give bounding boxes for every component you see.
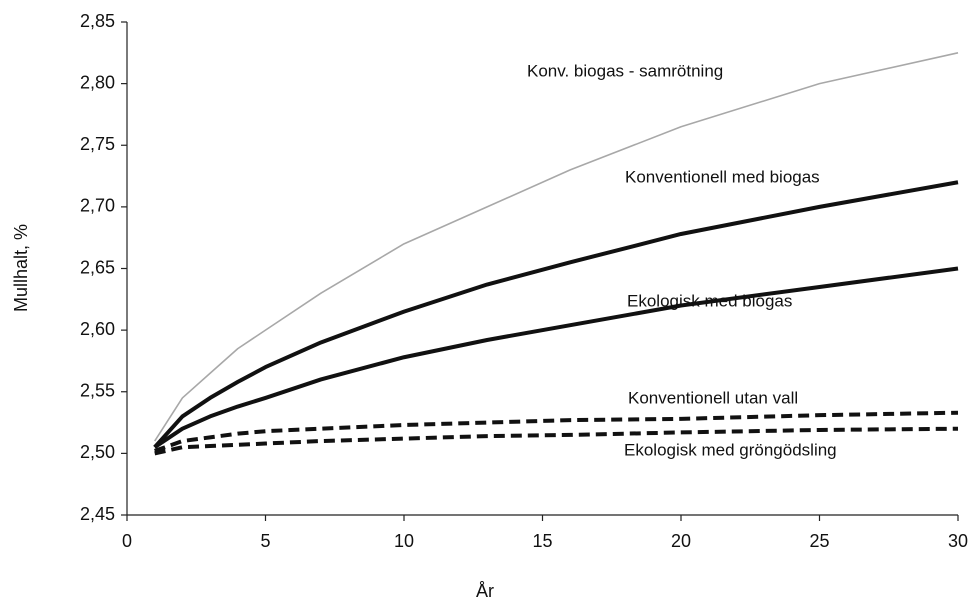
series-label: Konventionell med biogas	[625, 167, 820, 186]
series-label: Konventionell utan vall	[628, 388, 798, 407]
x-tick-label: 0	[122, 531, 132, 551]
x-tick-label: 5	[260, 531, 270, 551]
x-tick-label: 30	[948, 531, 968, 551]
series-line	[154, 426, 959, 456]
y-tick-label: 2,45	[80, 504, 115, 524]
series-label: Ekologisk med biogas	[627, 291, 792, 310]
x-axis-title: År	[476, 581, 494, 601]
series-line	[154, 410, 959, 453]
y-axis-title: Mullhalt, %	[11, 224, 31, 312]
x-tick-label: 10	[394, 531, 414, 551]
y-tick-label: 2,55	[80, 381, 115, 401]
y-tick-label: 2,50	[80, 442, 115, 462]
x-tick-label: 25	[809, 531, 829, 551]
series-label: Konv. biogas - samrötning	[527, 61, 723, 80]
x-tick-label: 20	[671, 531, 691, 551]
y-tick-label: 2,85	[80, 11, 115, 31]
y-tick-label: 2,75	[80, 134, 115, 154]
series-line	[153, 266, 959, 449]
y-tick-label: 2,80	[80, 72, 115, 92]
y-tick-label: 2,65	[80, 257, 115, 277]
series-line	[153, 180, 959, 449]
y-tick-label: 2,70	[80, 196, 115, 216]
x-tick-label: 15	[532, 531, 552, 551]
series-label: Ekologisk med gröngödsling	[624, 440, 837, 459]
series-line	[154, 52, 959, 442]
y-tick-label: 2,60	[80, 319, 115, 339]
